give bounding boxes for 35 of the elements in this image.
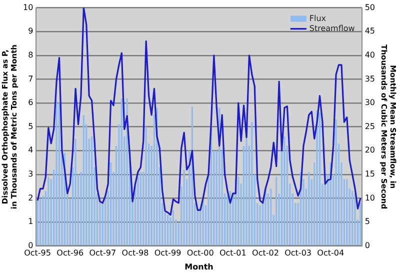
legend-label: Flux	[309, 14, 326, 23]
x-tick-label: Oct-97	[89, 248, 116, 258]
y2-tick-label: 50	[364, 2, 376, 12]
legend-label: Streamflow	[309, 24, 356, 33]
x-tick-label: Oct-00	[186, 248, 214, 258]
x-tick-label: Oct-02	[252, 248, 279, 258]
y2-tick-label: 40	[364, 50, 376, 60]
x-tick-label: Oct-99	[154, 248, 182, 258]
y2-tick-label: 30	[364, 98, 376, 108]
x-axis-title: Month	[184, 262, 214, 272]
y-tick-label: 8	[28, 50, 34, 60]
x-tick-label: Oct-04	[317, 248, 344, 258]
y-tick-label: 10	[22, 2, 34, 12]
x-tick-label: Oct-96	[56, 248, 84, 258]
y2-tick-label: 35	[364, 74, 376, 84]
x-tick-label: Oct-95	[24, 248, 51, 258]
y2-tick-label: 20	[364, 146, 376, 155]
y-tick-label: 5	[28, 122, 34, 131]
y2-tick-label: 45	[364, 26, 376, 36]
x-tick-label: Oct-01	[219, 248, 246, 258]
y-tick-label: 7	[28, 74, 34, 84]
y2-tick-label: 15	[364, 169, 376, 178]
y-tick-label: 0	[28, 240, 34, 250]
y2-tick-label: 5	[364, 217, 370, 226]
y2-tick-label: 0	[364, 240, 370, 250]
x-tick-label: Oct-03	[284, 248, 312, 258]
y-tick-label: 3	[28, 169, 34, 178]
y2-tick-label: 25	[364, 122, 376, 131]
y-tick-label: 2	[28, 193, 34, 202]
y-tick-label: 6	[28, 98, 34, 108]
y2-tick-label: 10	[364, 193, 376, 202]
y-tick-label: 4	[28, 146, 34, 155]
y-tick-label: 9	[28, 26, 34, 36]
x-tick-label: Oct-98	[122, 248, 149, 258]
y-tick-label: 1	[28, 217, 34, 226]
